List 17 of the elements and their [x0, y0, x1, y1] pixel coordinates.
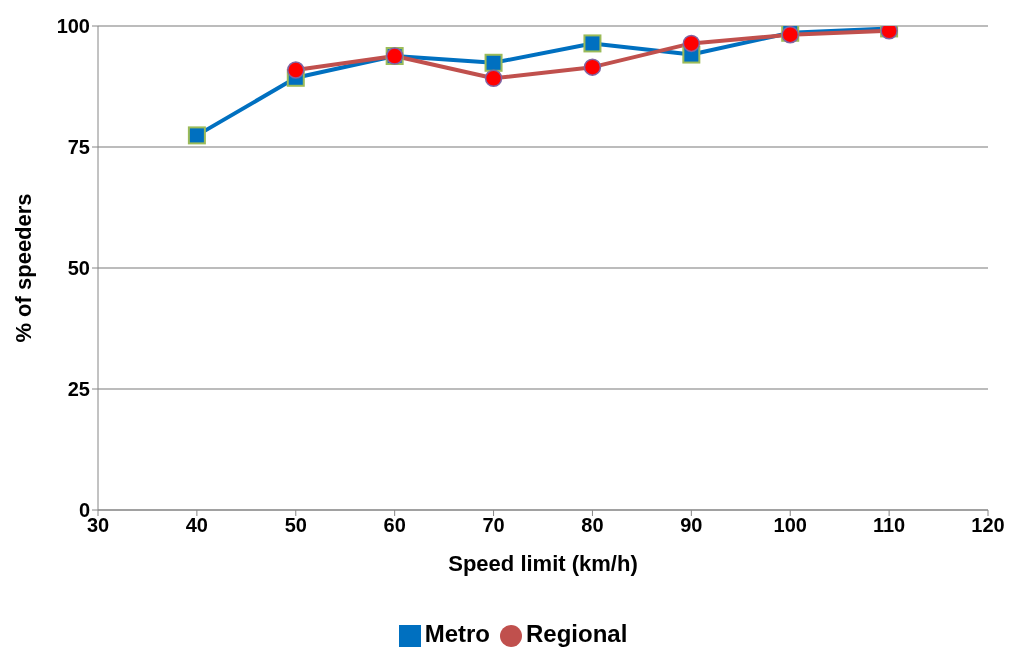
legend-label: Metro: [424, 620, 490, 647]
x-tick-label: 70: [482, 514, 505, 537]
legend-label: Regional: [526, 620, 628, 647]
y-axis-title: % of speeders: [10, 193, 36, 343]
x-axis-title: Speed limit (km/h): [448, 550, 638, 576]
y-tick-label: 50: [67, 257, 90, 280]
y-tick-label: 100: [56, 15, 90, 38]
x-tick-label: 50: [284, 514, 307, 537]
x-tick-label: 100: [773, 514, 807, 537]
x-tick-label: 40: [185, 514, 209, 537]
x-tick-label: 110: [872, 514, 906, 537]
x-tick-label: 80: [581, 514, 604, 537]
x-tick-label: 60: [383, 514, 406, 537]
x-tick-label: 120: [971, 514, 1005, 537]
x-tick-label: 90: [680, 514, 703, 537]
y-tick-label: 25: [67, 378, 90, 401]
y-tick-label: 75: [67, 136, 90, 159]
